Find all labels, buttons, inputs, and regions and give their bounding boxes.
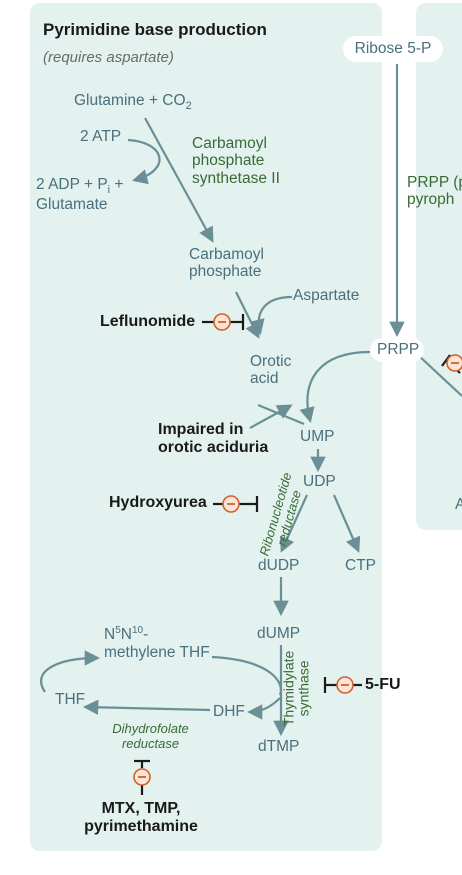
- panel-title: Pyrimidine base production: [43, 20, 267, 39]
- methylene-thf-label: N5N10- methylene THF: [104, 625, 210, 661]
- minus-circle-icon: [133, 313, 462, 786]
- cps2-enzyme-label: Carbamoyl phosphate synthetase II: [192, 135, 280, 187]
- panel-subtitle: (requires aspartate): [43, 49, 174, 66]
- carbamoyl-phosphate-label: Carbamoyl phosphate: [189, 246, 264, 281]
- dhf-label: DHF: [213, 703, 245, 720]
- dudp-label: dUDP: [258, 557, 300, 574]
- right-partial-letter: A: [455, 496, 462, 513]
- purine-panel: [416, 3, 462, 530]
- orotic-acid-label: Orotic acid: [250, 353, 292, 388]
- leflunomide-label: Leflunomide: [100, 313, 196, 330]
- dtmp-label: dTMP: [258, 738, 300, 755]
- atp-label: 2 ATP: [80, 128, 122, 145]
- prpp-badge: [370, 338, 424, 362]
- arrow-folate-cycle-to-dhf: [246, 697, 281, 720]
- arrow-glutamine-to-carbamoyl: [144, 117, 214, 243]
- arrow-prpp-right: [417, 354, 462, 397]
- arrow-notes-to-orotic: [249, 404, 293, 429]
- right-prpp-text: PRPP (p pyroph: [407, 174, 462, 209]
- arrow-carbamoyl-to-orotic: [235, 291, 260, 339]
- arrow-thf-to-methylene: [40, 650, 101, 693]
- ctp-label: CTP: [345, 557, 376, 574]
- arrow-aspartate-join: [249, 295, 293, 335]
- prpp-label: PRPP: [377, 341, 420, 358]
- arrow-folate-cycle-top: [211, 655, 282, 696]
- ump-label: UMP: [300, 428, 335, 445]
- right-block-bar: [441, 354, 451, 367]
- orotic-aciduria-note: Impaired in orotic aciduria: [158, 421, 269, 456]
- arrow-dhf-to-thf: [82, 699, 211, 715]
- udp-label: UDP: [303, 473, 336, 490]
- glutamine-co2-label: Glutamine + CO2: [74, 92, 192, 113]
- arrow-prpp-to-ump: [299, 350, 371, 423]
- thf-label: THF: [55, 691, 86, 708]
- arrow-udp-to-ctp: [332, 494, 361, 553]
- arrow-udp-to-dudp: [280, 494, 309, 553]
- dump-label: dUMP: [257, 625, 301, 642]
- ribose-5p-label: Ribose 5-P: [343, 36, 443, 62]
- arrow-atp-to-adp: [127, 138, 161, 185]
- 5fu-label: 5-FU: [365, 676, 401, 693]
- dihydrofolate-reductase-label: Dihydrofolate reductase: [112, 721, 189, 751]
- hydroxyurea-label: Hydroxyurea: [109, 494, 207, 511]
- mtx-tmp-pyrimethamine-label: MTX, TMP, pyrimethamine: [84, 800, 198, 835]
- thymidylate-synthase-label: Thymidylate synthase: [280, 650, 312, 727]
- aspartate-label: Aspartate: [293, 287, 360, 304]
- adp-label: 2 ADP + Pi + Glutamate: [36, 176, 124, 214]
